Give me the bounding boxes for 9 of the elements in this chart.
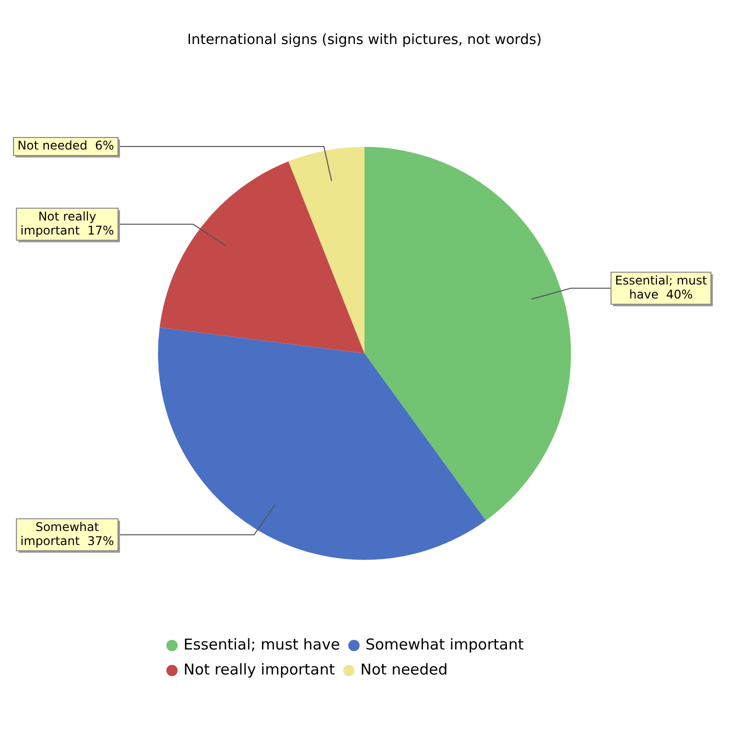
legend-label: Essential; must have xyxy=(184,635,340,654)
chart-title: International signs (signs with pictures, not words) xyxy=(187,32,542,48)
category-label: Not really important 17% xyxy=(20,209,114,238)
legend-label: Not really important xyxy=(184,660,336,678)
category-label: Not needed 6% xyxy=(18,138,114,153)
legend-label: Not needed xyxy=(360,660,448,678)
category-label: Somewhat important 37% xyxy=(20,520,114,548)
legend-label: Somewhat important xyxy=(365,635,524,654)
category-label: Essential; must have 40% xyxy=(614,273,707,302)
